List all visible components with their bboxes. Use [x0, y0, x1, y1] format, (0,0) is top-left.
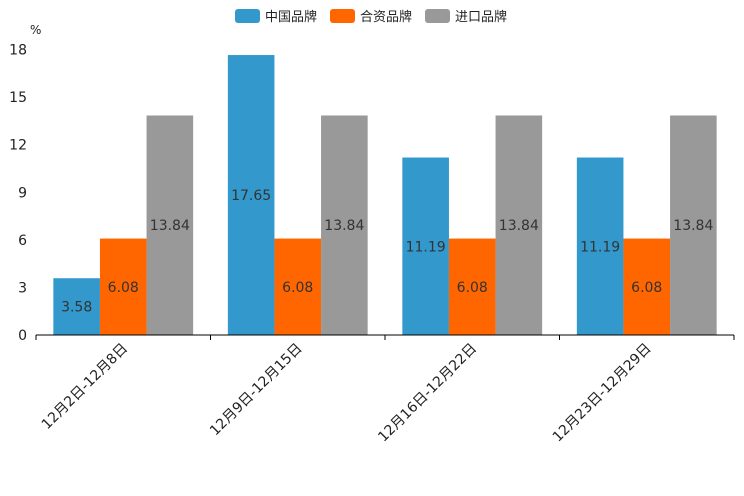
bar [274, 238, 322, 335]
data-label: 6.08 [631, 280, 662, 296]
bar [576, 157, 624, 335]
bar [146, 115, 194, 335]
data-labels: 3.58 17.65 11.19 11.19 6.08 6.08 6.08 6.08 13.84… [61, 188, 713, 316]
bar [321, 115, 368, 335]
bar [99, 238, 147, 335]
legend-swatch [330, 9, 355, 23]
legend-label: 合资品牌 [360, 9, 412, 25]
data-label: 3.58 [61, 300, 92, 316]
data-label: 17.65 [231, 188, 271, 204]
x-tick-label: 12月16日-12月22日 [375, 341, 480, 446]
y-tick-label: 12 [9, 138, 27, 154]
legend: 中国品牌 合资品牌 进口品牌 [235, 9, 507, 25]
bar [402, 157, 449, 335]
legend-label: 进口品牌 [455, 9, 507, 25]
bar [623, 238, 671, 335]
y-axis-unit-label: % [30, 23, 41, 37]
x-tick-label: 12月23日-12月29日 [550, 341, 655, 446]
data-label: 6.08 [282, 280, 313, 296]
legend-swatch [235, 9, 260, 23]
bar [448, 238, 496, 335]
legend-swatch [425, 9, 450, 23]
bar [53, 278, 100, 335]
data-label: 6.08 [108, 280, 139, 296]
data-label: 6.08 [457, 280, 488, 296]
data-label: 13.84 [499, 218, 539, 234]
x-tick-label: 12月2日-12月8日 [39, 341, 131, 433]
legend-label: 中国品牌 [265, 9, 317, 25]
data-label: 13.84 [150, 218, 190, 234]
y-tick-label: 9 [18, 185, 27, 201]
data-label: 13.84 [673, 218, 713, 234]
bars [53, 55, 717, 335]
y-tick-label: 15 [9, 90, 27, 106]
data-label: 11.19 [406, 239, 446, 255]
bar [227, 55, 275, 335]
x-axis: 12月2日-12月8日 12月9日-12月15日 12月16日-12月22日 12月2… [35, 334, 735, 446]
y-tick-label: 6 [18, 233, 27, 249]
y-tick-label: 18 [9, 43, 27, 59]
y-tick-label: 0 [18, 328, 27, 344]
x-tick-label: 12月9日-12月15日 [207, 341, 306, 440]
data-label: 11.19 [580, 239, 620, 255]
data-label: 13.84 [324, 218, 364, 234]
bar [495, 115, 543, 335]
bar [670, 115, 717, 335]
y-tick-label: 3 [18, 280, 27, 296]
y-axis: 0 3 6 9 12 15 18 [9, 43, 27, 345]
